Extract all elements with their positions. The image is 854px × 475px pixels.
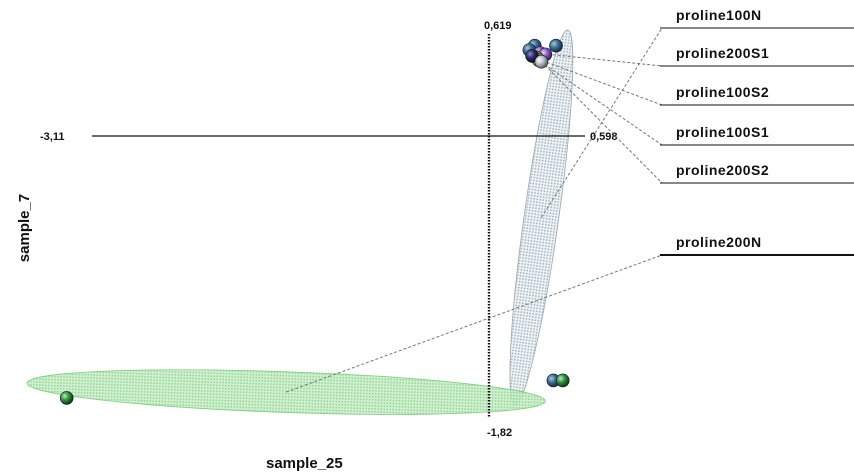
callout-label-proline200S1: proline200S1 bbox=[676, 45, 769, 61]
leader-lines bbox=[285, 27, 663, 393]
callout-label-proline200S2: proline200S2 bbox=[676, 162, 769, 178]
callout-label-proline100S2: proline100S2 bbox=[676, 84, 769, 100]
x-axis-title: sample_25 bbox=[266, 455, 343, 472]
callout-labels: proline100N proline200S1 proline100S2 pr… bbox=[660, 7, 854, 256]
x-min-tick-label: -3,11 bbox=[40, 131, 64, 143]
ellipse-proline100N bbox=[509, 29, 574, 406]
point-proline200N-12 bbox=[555, 373, 570, 388]
leader-line-proline200N bbox=[285, 254, 663, 393]
callout-label-proline100S1: proline100S1 bbox=[676, 124, 769, 140]
leader-line-proline100S2 bbox=[537, 58, 663, 106]
point-proline200N-11 bbox=[59, 391, 74, 405]
y-min-tick-label: -1,82 bbox=[487, 427, 512, 439]
leader-line-proline200S2 bbox=[541, 61, 663, 184]
point-proline100N-3 bbox=[549, 38, 563, 53]
callout-label-proline200N: proline200N bbox=[676, 234, 762, 250]
points-layer bbox=[59, 38, 570, 405]
y-axis-title: sample_7 bbox=[16, 194, 33, 262]
axes: -3,11 0,598 0,619 -1,82 sample_25 sample… bbox=[16, 20, 618, 472]
callout-label-proline100N: proline100N bbox=[676, 7, 762, 23]
ellipses-layer bbox=[26, 29, 574, 415]
y-max-tick-label: 0,619 bbox=[484, 20, 512, 32]
x-max-tick-label: 0,598 bbox=[590, 131, 618, 143]
point-proline200S2-10 bbox=[534, 54, 549, 69]
leader-line-proline100S1 bbox=[531, 55, 663, 146]
